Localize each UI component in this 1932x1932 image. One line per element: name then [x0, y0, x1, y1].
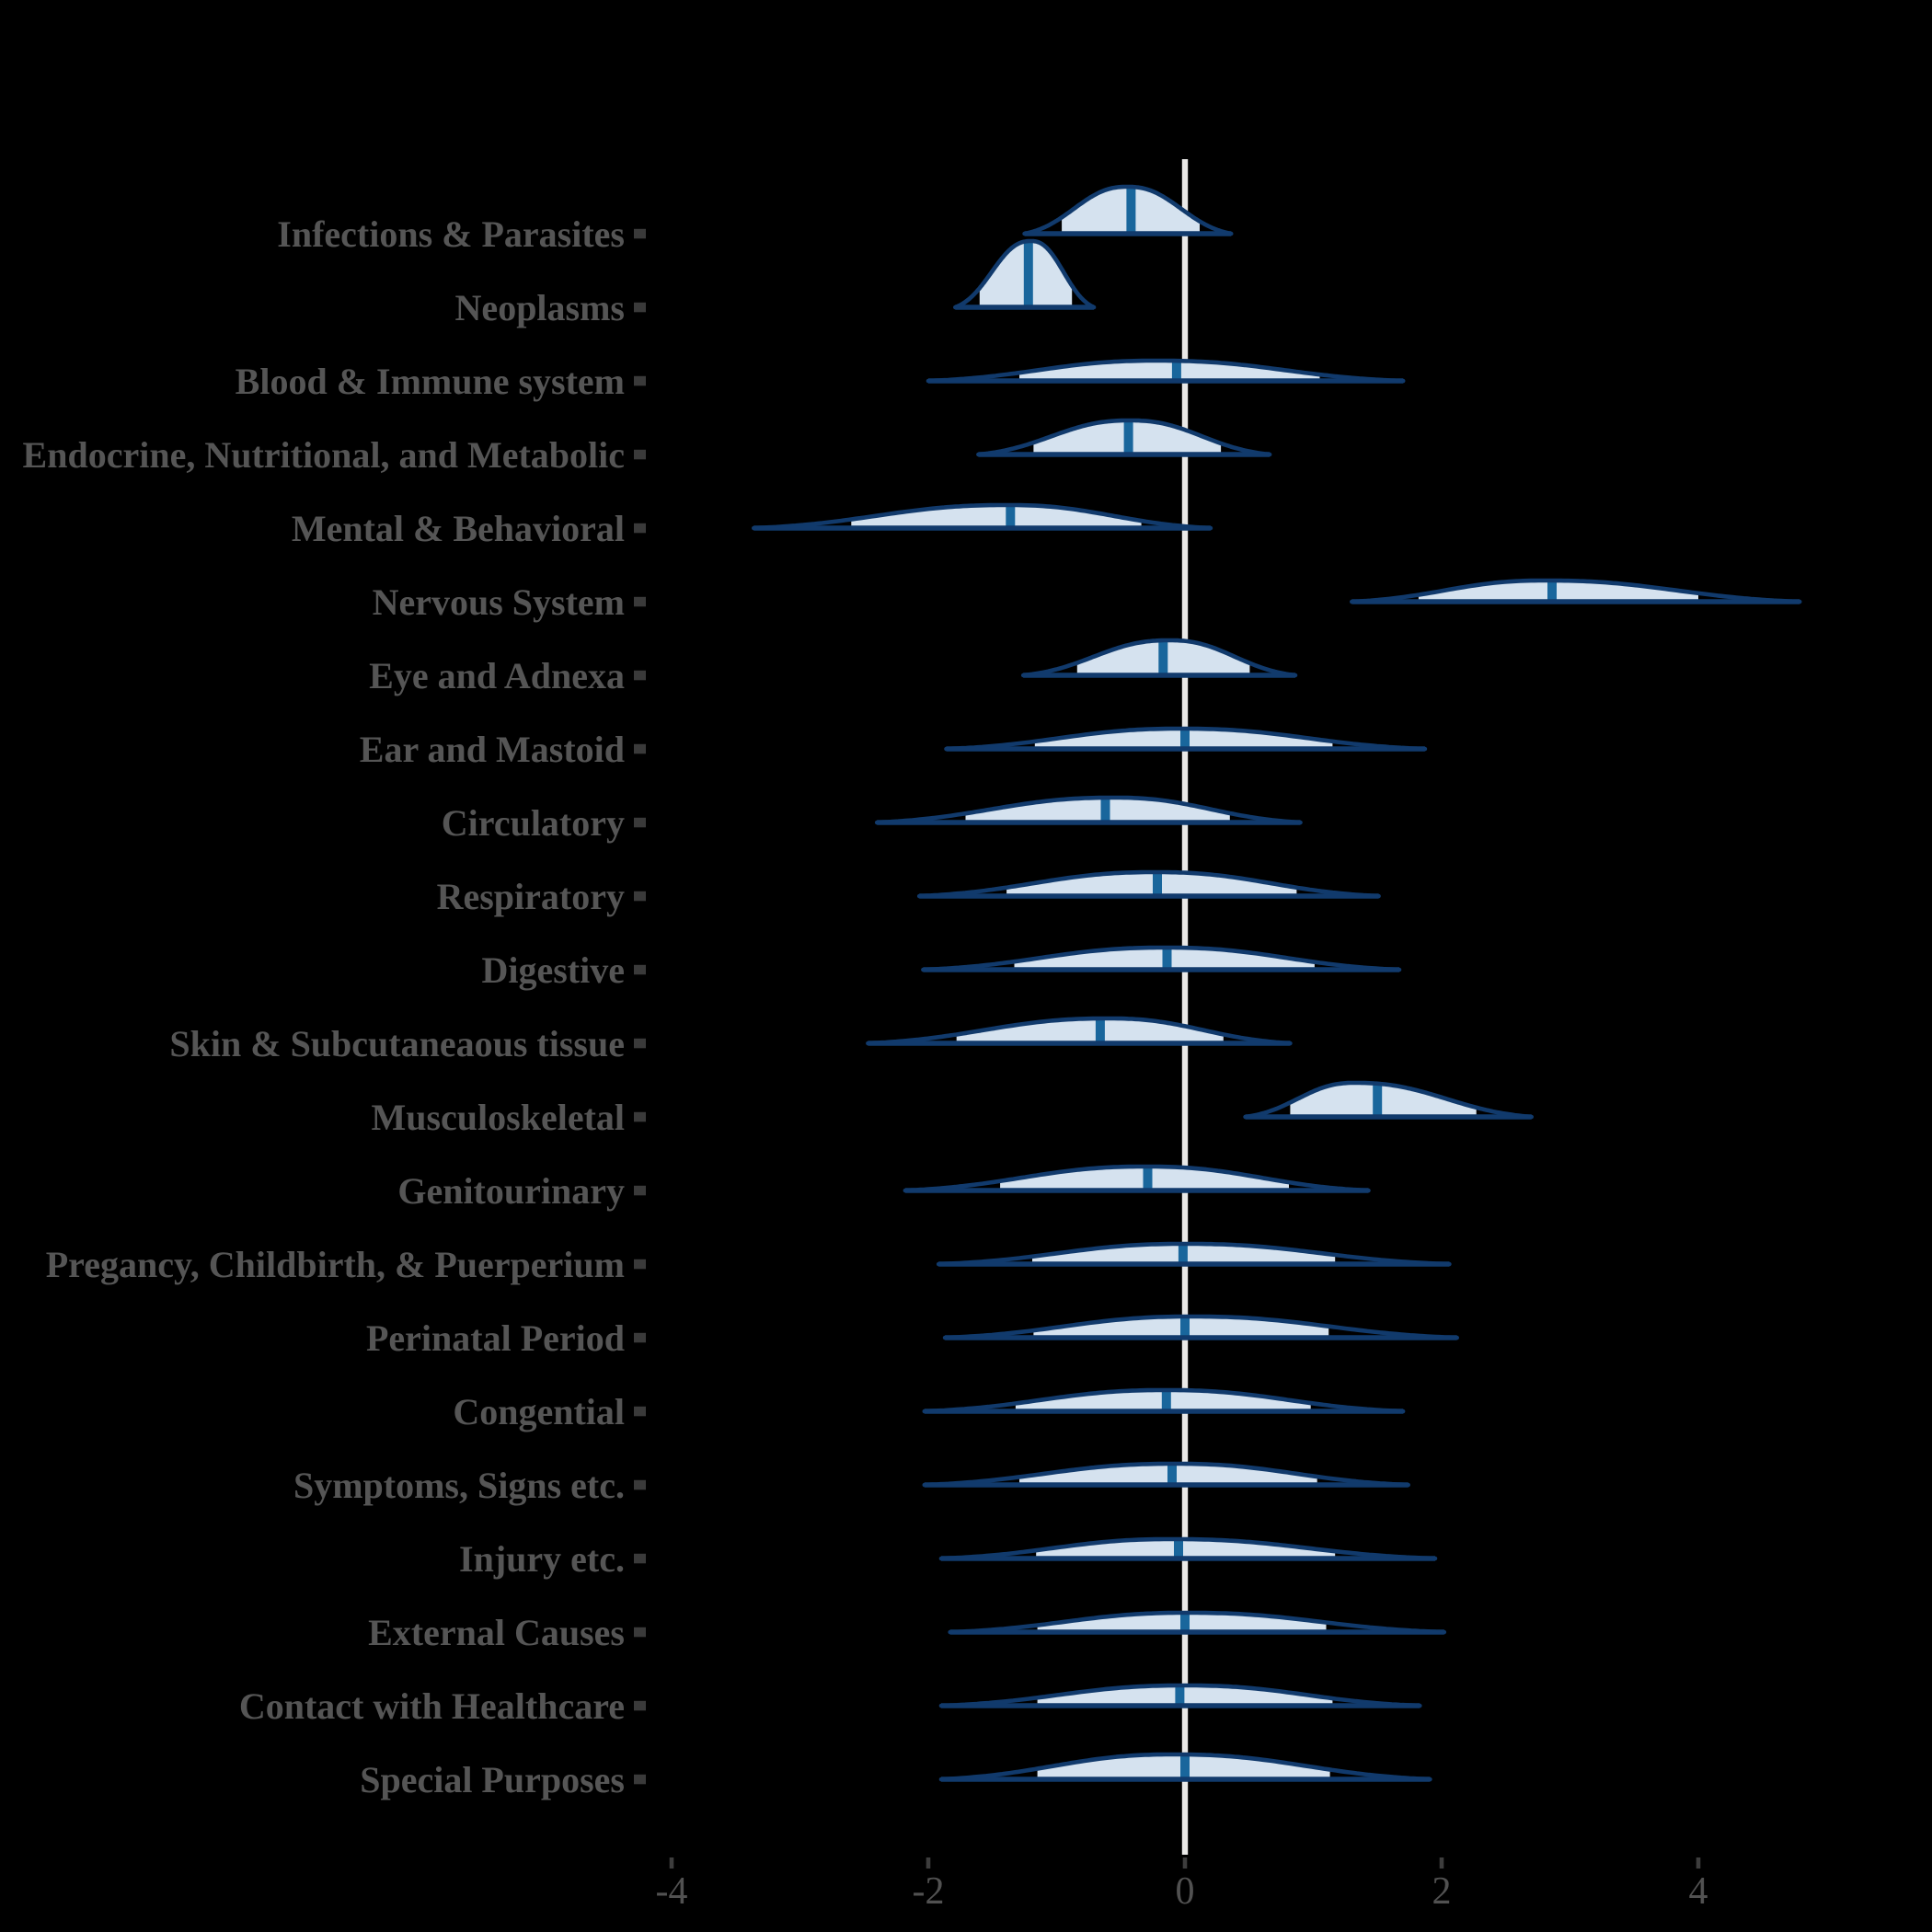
- svg-text:Skin & Subcutaneaous tissue: Skin & Subcutaneaous tissue: [169, 1023, 625, 1064]
- svg-text:-2: -2: [913, 1870, 945, 1913]
- svg-text:Nervous System: Nervous System: [373, 581, 625, 623]
- svg-text:0: 0: [1176, 1870, 1195, 1913]
- svg-text:Eye and Adnexa: Eye and Adnexa: [369, 655, 625, 696]
- svg-text:Endocrine, Nutritional, and Me: Endocrine, Nutritional, and Metabolic: [23, 434, 625, 476]
- svg-text:Genitourinary: Genitourinary: [397, 1170, 625, 1212]
- svg-text:Contact with Healthcare: Contact with Healthcare: [239, 1685, 625, 1727]
- svg-text:-4: -4: [656, 1870, 688, 1913]
- svg-text:Congential: Congential: [453, 1391, 625, 1432]
- svg-text:Digestive: Digestive: [481, 949, 625, 991]
- svg-text:Mental & Behavioral: Mental & Behavioral: [292, 508, 625, 549]
- svg-text:Neoplasms: Neoplasms: [455, 287, 625, 328]
- svg-text:Pregancy, Childbirth, & Puerpe: Pregancy, Childbirth, & Puerperium: [46, 1244, 625, 1285]
- svg-text:Ear and Mastoid: Ear and Mastoid: [360, 729, 625, 770]
- svg-text:Respiratory: Respiratory: [437, 876, 625, 917]
- svg-text:Musculoskeletal: Musculoskeletal: [371, 1097, 625, 1138]
- svg-text:Blood & Immune system: Blood & Immune system: [236, 361, 625, 402]
- svg-text:Infections & Parasites: Infections & Parasites: [277, 213, 625, 255]
- svg-text:Special Purposes: Special Purposes: [360, 1759, 625, 1800]
- svg-text:2: 2: [1432, 1870, 1452, 1913]
- svg-text:Symptoms, Signs etc.: Symptoms, Signs etc.: [293, 1465, 625, 1506]
- svg-text:Perinatal Period: Perinatal Period: [366, 1317, 625, 1359]
- svg-text:Circulatory: Circulatory: [442, 802, 625, 844]
- svg-text:External Causes: External Causes: [368, 1612, 625, 1653]
- svg-text:Injury etc.: Injury etc.: [459, 1538, 625, 1580]
- svg-text:4: 4: [1689, 1870, 1708, 1913]
